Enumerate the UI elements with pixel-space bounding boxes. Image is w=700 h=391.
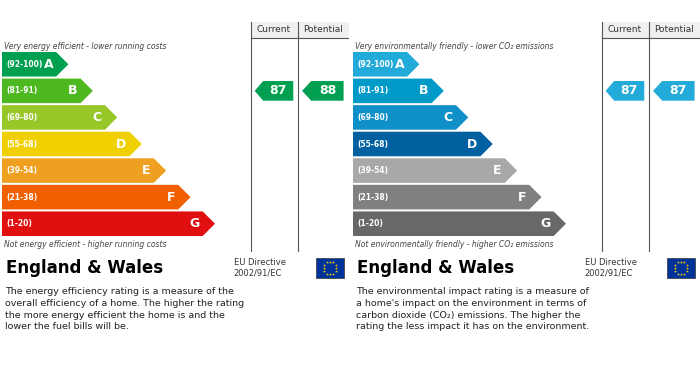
Text: (55-68): (55-68) <box>357 140 388 149</box>
Text: 88: 88 <box>318 84 336 97</box>
Text: 87: 87 <box>670 84 687 97</box>
Polygon shape <box>353 212 566 236</box>
Text: (39-54): (39-54) <box>357 166 388 175</box>
Polygon shape <box>2 79 93 103</box>
Text: (1-20): (1-20) <box>357 219 383 228</box>
Polygon shape <box>653 81 694 101</box>
Text: (1-20): (1-20) <box>6 219 32 228</box>
Polygon shape <box>606 81 644 101</box>
Text: E: E <box>142 164 150 177</box>
Text: E: E <box>494 164 502 177</box>
Text: Environmental Impact (CO₂) Rating: Environmental Impact (CO₂) Rating <box>357 5 603 18</box>
Polygon shape <box>2 105 118 130</box>
Text: (81-91): (81-91) <box>6 86 37 95</box>
Text: B: B <box>68 84 78 97</box>
Polygon shape <box>353 132 493 156</box>
Text: C: C <box>93 111 102 124</box>
Text: England & Wales: England & Wales <box>6 259 163 277</box>
Text: EU Directive
2002/91/EC: EU Directive 2002/91/EC <box>234 258 286 278</box>
Text: (69-80): (69-80) <box>6 113 37 122</box>
Text: (92-100): (92-100) <box>6 60 43 69</box>
Text: F: F <box>518 191 526 204</box>
Text: Energy Efficiency Rating: Energy Efficiency Rating <box>6 5 178 18</box>
Polygon shape <box>353 79 444 103</box>
Text: Not energy efficient - higher running costs: Not energy efficient - higher running co… <box>4 240 167 249</box>
Text: Very energy efficient - lower running costs: Very energy efficient - lower running co… <box>4 42 167 51</box>
Text: The environmental impact rating is a measure of
a home's impact on the environme: The environmental impact rating is a mea… <box>356 287 589 332</box>
Text: C: C <box>444 111 453 124</box>
Polygon shape <box>2 52 69 77</box>
Text: Potential: Potential <box>654 25 694 34</box>
Text: A: A <box>395 58 404 71</box>
Text: EU Directive
2002/91/EC: EU Directive 2002/91/EC <box>584 258 637 278</box>
Polygon shape <box>2 158 166 183</box>
Text: 87: 87 <box>270 84 287 97</box>
Polygon shape <box>353 158 517 183</box>
Text: (81-91): (81-91) <box>357 86 388 95</box>
Text: D: D <box>116 138 127 151</box>
Polygon shape <box>302 81 344 101</box>
Text: Not environmentally friendly - higher CO₂ emissions: Not environmentally friendly - higher CO… <box>355 240 554 249</box>
Text: England & Wales: England & Wales <box>357 259 514 277</box>
Bar <box>251 22 349 38</box>
Bar <box>316 258 344 278</box>
Text: (39-54): (39-54) <box>6 166 37 175</box>
Polygon shape <box>353 52 419 77</box>
Polygon shape <box>255 81 293 101</box>
Text: 87: 87 <box>620 84 638 97</box>
Text: The energy efficiency rating is a measure of the
overall efficiency of a home. T: The energy efficiency rating is a measur… <box>5 287 244 332</box>
Text: G: G <box>190 217 200 230</box>
Text: (55-68): (55-68) <box>6 140 37 149</box>
Polygon shape <box>2 212 215 236</box>
Text: G: G <box>540 217 551 230</box>
Text: Current: Current <box>608 25 642 34</box>
Text: Potential: Potential <box>303 25 343 34</box>
Text: B: B <box>419 84 428 97</box>
Text: (21-38): (21-38) <box>6 193 37 202</box>
Text: (69-80): (69-80) <box>357 113 388 122</box>
Polygon shape <box>353 105 468 130</box>
Text: Current: Current <box>257 25 291 34</box>
Text: D: D <box>467 138 477 151</box>
Polygon shape <box>2 185 190 210</box>
Text: Very environmentally friendly - lower CO₂ emissions: Very environmentally friendly - lower CO… <box>355 42 554 51</box>
Bar <box>667 258 695 278</box>
Text: (21-38): (21-38) <box>357 193 388 202</box>
Text: A: A <box>43 58 53 71</box>
Text: (92-100): (92-100) <box>357 60 393 69</box>
Polygon shape <box>2 132 141 156</box>
Bar <box>602 22 700 38</box>
Polygon shape <box>353 185 542 210</box>
Text: F: F <box>167 191 175 204</box>
